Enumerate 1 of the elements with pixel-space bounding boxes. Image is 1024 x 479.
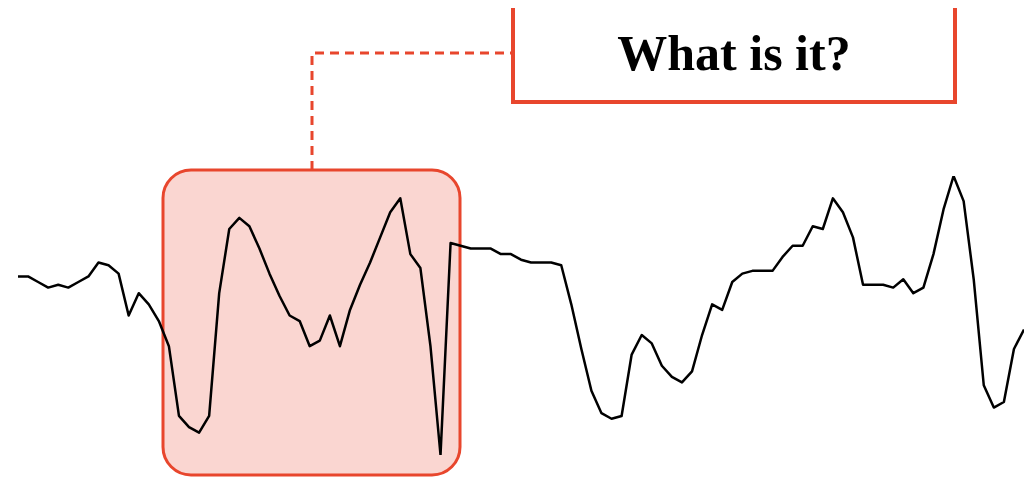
text: What is it?	[617, 25, 851, 81]
